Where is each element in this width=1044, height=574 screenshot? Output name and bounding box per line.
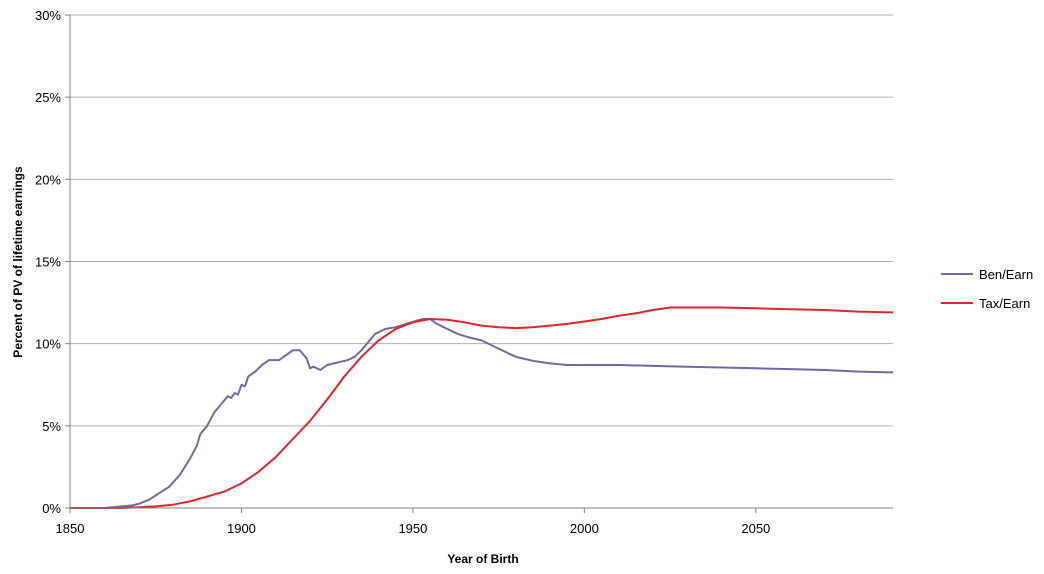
x-axis-title: Year of Birth (447, 552, 518, 566)
y-tick-label: 15% (35, 255, 61, 270)
y-tick-label: 20% (35, 172, 61, 187)
y-tick-label: 0% (42, 501, 61, 516)
y-tick-labels: 0% 5% 10% 15% 20% 25% 30% (35, 8, 61, 516)
series-line-tax-earn (70, 306, 894, 509)
y-tick-label: 10% (35, 337, 61, 352)
plot-lines (70, 306, 894, 509)
x-tick-label: 1900 (227, 521, 256, 536)
x-tick-labels: 1850 1900 1950 2000 2050 (56, 521, 771, 536)
axes (69, 15, 893, 509)
x-tick-label: 1850 (56, 521, 85, 536)
legend: Ben/Earn Tax/Earn (941, 267, 1033, 311)
y-tick-label: 25% (35, 90, 61, 105)
series-line-ben-earn (70, 318, 894, 509)
gridlines (65, 14, 893, 513)
x-tick-label: 2000 (570, 521, 599, 536)
legend-item-ben-earn: Ben/Earn (941, 267, 1033, 282)
legend-label-tax-earn: Tax/Earn (979, 296, 1030, 311)
x-tick-label: 2050 (741, 521, 770, 536)
legend-label-ben-earn: Ben/Earn (979, 267, 1033, 282)
y-tick-label: 30% (35, 8, 61, 23)
y-tick-label: 5% (42, 419, 61, 434)
x-tick-label: 1950 (398, 521, 427, 536)
legend-item-tax-earn: Tax/Earn (941, 296, 1030, 311)
y-axis-title: Percent of PV of lifetime earnings (11, 166, 25, 358)
